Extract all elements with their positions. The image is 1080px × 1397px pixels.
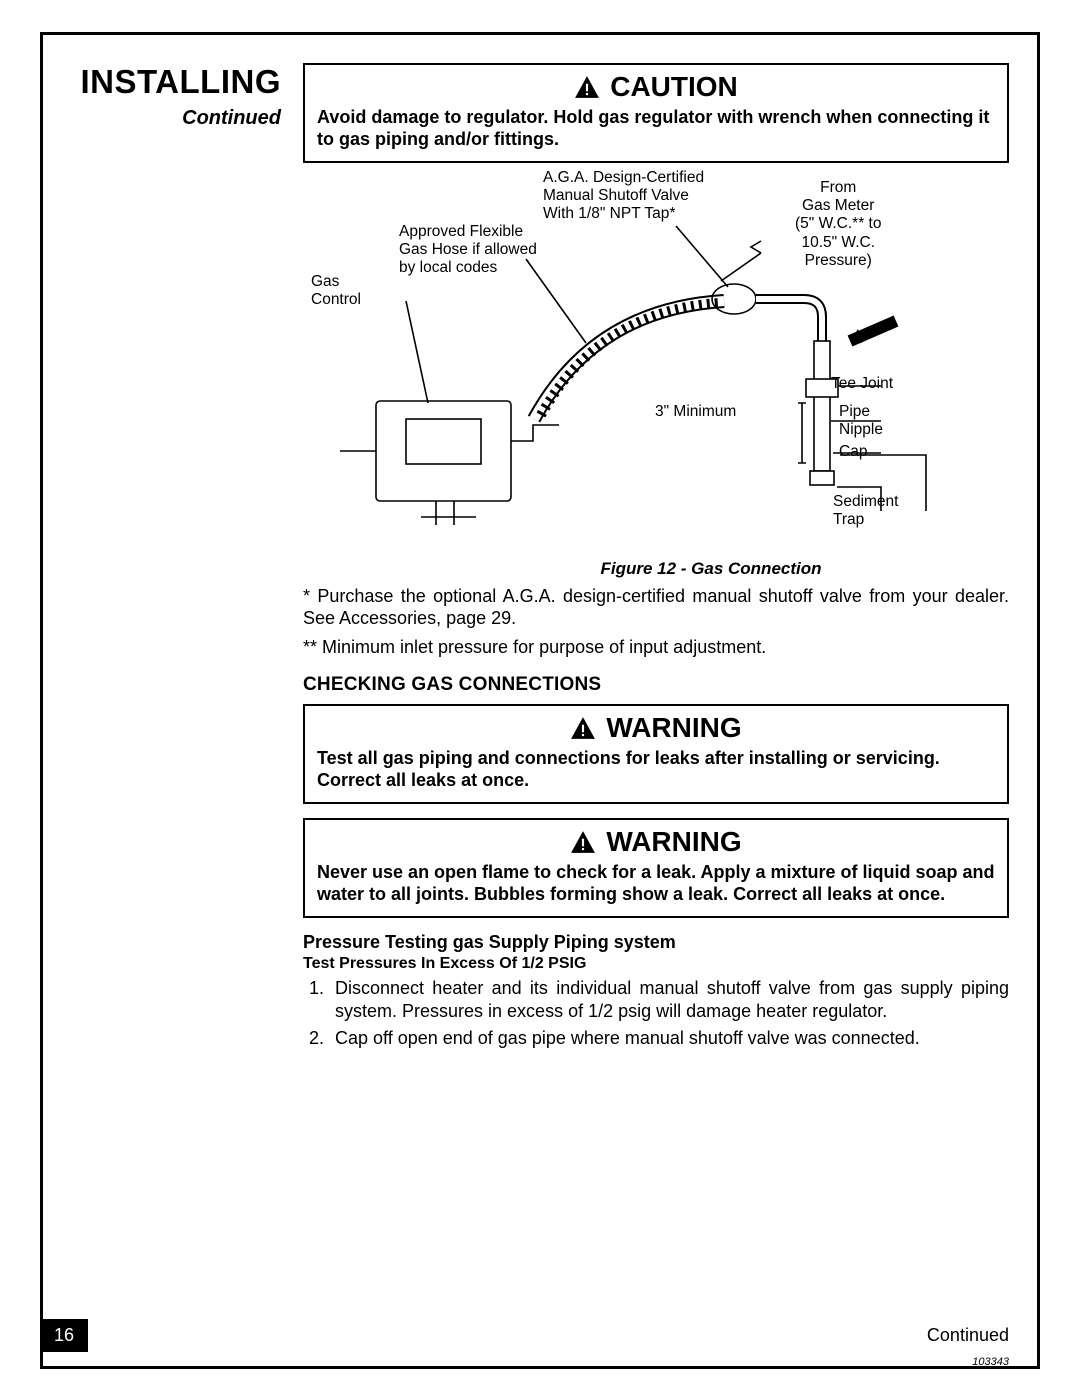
warning1-label: WARNING <box>606 712 741 744</box>
footnote-doublestar: ** Minimum inlet pressure for purpose of… <box>303 636 1009 659</box>
label-min: 3" Minimum <box>655 403 736 421</box>
caution-label: CAUTION <box>610 71 738 103</box>
warning2-body: Never use an open flame to check for a l… <box>317 862 995 906</box>
caution-box: CAUTION Avoid damage to regulator. Hold … <box>303 63 1009 163</box>
section-title: INSTALLING <box>71 63 281 101</box>
footer-continued: Continued <box>927 1325 1009 1346</box>
caution-body: Avoid damage to regulator. Hold gas regu… <box>317 107 995 151</box>
label-valve: A.G.A. Design-CertifiedManual Shutoff Va… <box>543 169 704 224</box>
label-tee: Tee Joint <box>831 375 893 393</box>
warning2-label: WARNING <box>606 826 741 858</box>
page-number: 16 <box>40 1319 88 1352</box>
pressure-step-1: Disconnect heater and its individual man… <box>329 977 1009 1023</box>
warning-box-2: WARNING Never use an open flame to check… <box>303 818 1009 918</box>
warning-icon <box>574 75 600 99</box>
figure-caption: Figure 12 - Gas Connection <box>413 559 1009 579</box>
doc-number: 103343 <box>972 1356 1009 1368</box>
label-sediment: SedimentTrap <box>833 493 898 530</box>
footnote-star: * Purchase the optional A.G.A. design-ce… <box>303 585 1009 630</box>
checking-title: CHECKING GAS CONNECTIONS <box>303 674 1009 696</box>
pressure-subtitle: Test Pressures In Excess Of 1/2 PSIG <box>303 955 1009 973</box>
warning1-body: Test all gas piping and connections for … <box>317 748 995 792</box>
label-cap: Cap <box>839 443 867 461</box>
warning-icon <box>570 830 596 854</box>
warning-icon <box>570 716 596 740</box>
section-continued: Continued <box>71 107 281 130</box>
pressure-steps: Disconnect heater and its individual man… <box>303 977 1009 1050</box>
label-gas-control: GasControl <box>311 273 361 310</box>
label-from-meter: FromGas Meter(5" W.C.** to10.5" W.C.Pres… <box>795 179 881 270</box>
pressure-title: Pressure Testing gas Supply Piping syste… <box>303 932 1009 953</box>
pressure-step-2: Cap off open end of gas pipe where manua… <box>329 1027 1009 1050</box>
warning-box-1: WARNING Test all gas piping and connecti… <box>303 704 1009 804</box>
gas-connection-figure: GasControl Approved FlexibleGas Hose if … <box>303 171 1009 579</box>
label-hose: Approved FlexibleGas Hose if allowedby l… <box>399 223 537 278</box>
label-nipple: PipeNipple <box>839 403 883 440</box>
